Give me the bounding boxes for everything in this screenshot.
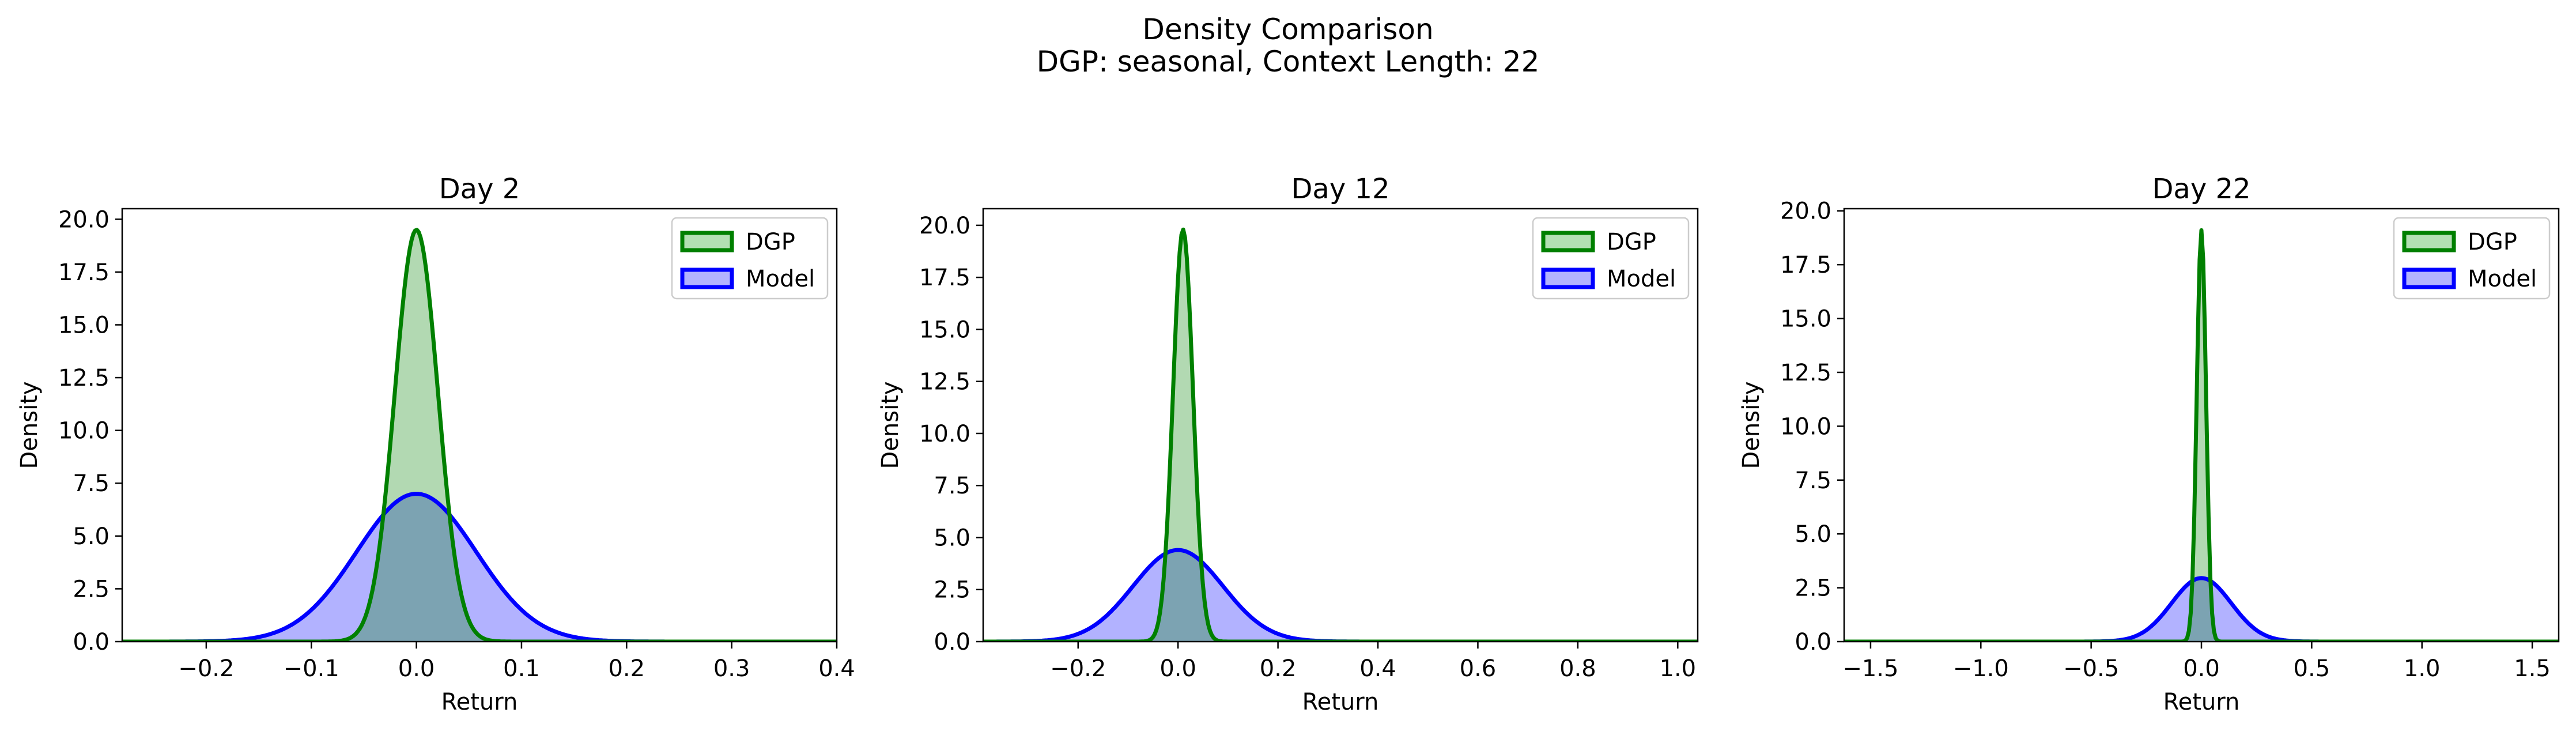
x-tick-label: 0.5 — [2294, 655, 2331, 682]
y-tick-label: 15.0 — [1780, 306, 1831, 333]
model-legend-label: Model — [2468, 266, 2537, 292]
y-tick-label: 17.5 — [919, 265, 970, 291]
model-legend-label: Model — [746, 266, 815, 292]
axes-frame — [982, 208, 1699, 643]
y-tick-label: 0.0 — [1795, 629, 1831, 655]
x-tick-label: 1.0 — [1660, 655, 1697, 682]
y-tick-label: 15.0 — [919, 316, 970, 343]
x-axis-label: Return — [441, 689, 518, 715]
y-tick-label: 10.0 — [919, 421, 970, 447]
x-tick-label: −1.0 — [1953, 655, 2009, 682]
x-tick-label: −1.5 — [1842, 655, 1898, 682]
y-tick-label: 5.0 — [73, 523, 109, 550]
subplot-title: Day 12 — [1291, 173, 1389, 205]
dgp-legend-label: DGP — [1607, 229, 1656, 255]
y-tick-label: 20.0 — [919, 213, 970, 239]
model-legend-label: Model — [1607, 266, 1676, 292]
model-legend-swatch — [680, 267, 734, 289]
dgp-legend-swatch — [2402, 231, 2456, 252]
y-tick-label: 12.5 — [1780, 360, 1831, 386]
x-tick-label: 0.2 — [1260, 655, 1297, 682]
model-legend-swatch — [1541, 267, 1595, 289]
y-axis-label: Density — [877, 381, 904, 469]
y-tick-label: 7.5 — [73, 470, 109, 497]
y-axis-label: Density — [1738, 381, 1765, 469]
dgp-legend-label: DGP — [2468, 229, 2517, 255]
x-tick-label: 0.0 — [2183, 655, 2220, 682]
x-axis-label: Return — [2163, 689, 2240, 715]
x-tick-label: −0.2 — [178, 655, 234, 682]
dgp-legend-swatch — [1541, 231, 1595, 252]
model-legend-swatch — [2402, 267, 2456, 289]
y-tick-label: 17.5 — [58, 259, 109, 286]
y-tick-label: 20.0 — [58, 206, 109, 233]
figure-subtitle: DGP: seasonal, Context Length: 22 — [1036, 45, 1540, 78]
x-tick-label: 0.1 — [503, 655, 540, 682]
x-tick-label: 0.4 — [818, 655, 855, 682]
y-axis-label: Density — [16, 381, 43, 469]
x-axis-label: Return — [1302, 689, 1379, 715]
legend: DGP Model — [1532, 217, 1690, 300]
model-density-fill — [1844, 578, 2559, 642]
subplot-1: −0.2 −0.1 0.0 0.1 0.2 0.3 0.4 0.0 2.5 5.0 7.5 10.0 1… — [16, 173, 855, 715]
axes-frame — [121, 208, 838, 643]
y-tick-label: 10.0 — [1780, 413, 1831, 440]
x-tick-label: 0.3 — [713, 655, 750, 682]
x-tick-label: 0.0 — [1159, 655, 1196, 682]
y-tick-label: 2.5 — [73, 576, 109, 602]
model-density-line — [983, 548, 1698, 642]
y-tick-label: 2.5 — [934, 577, 970, 604]
y-tick-label: 5.0 — [1795, 521, 1831, 548]
y-tick-label: 7.5 — [934, 473, 970, 499]
subplot-3: −1.5 −1.0 −0.5 0.0 0.5 1.0 1.5 0.0 2.5 5.0 7.5 10.0… — [1738, 173, 2560, 715]
model-density-fill — [983, 550, 1698, 642]
y-tick-label: 12.5 — [919, 369, 970, 395]
x-tick-label: 0.6 — [1460, 655, 1497, 682]
x-tick-label: 0.4 — [1359, 655, 1396, 682]
y-tick-label: 0.0 — [934, 629, 970, 655]
model-density-fill — [122, 493, 837, 642]
y-tick-label: 2.5 — [1795, 575, 1831, 602]
y-tick-label: 12.5 — [58, 365, 109, 391]
y-tick-label: 0.0 — [73, 629, 109, 655]
y-tick-label: 20.0 — [1780, 198, 1831, 225]
x-tick-label: 0.2 — [608, 655, 645, 682]
dgp-density-line — [122, 228, 837, 642]
subplot-2: −0.2 0.0 0.2 0.4 0.6 0.8 1.0 0.0 2.5 5.0 7.5 10.0 12… — [877, 173, 1699, 715]
y-tick-label: 17.5 — [1780, 252, 1831, 278]
y-tick-label: 10.0 — [58, 418, 109, 444]
x-tick-label: 1.0 — [2404, 655, 2441, 682]
y-tick-label: 7.5 — [1795, 468, 1831, 494]
dgp-density-line — [1844, 228, 2559, 642]
dgp-legend-label: DGP — [746, 229, 795, 255]
legend: DGP Model — [2393, 217, 2551, 300]
model-density-line — [122, 492, 837, 642]
legend: DGP Model — [671, 217, 829, 300]
subplot-title: Day 2 — [439, 173, 520, 205]
y-tick-label: 15.0 — [58, 312, 109, 338]
model-density-line — [1844, 576, 2559, 642]
plot-area — [122, 228, 837, 642]
x-tick-label: −0.1 — [284, 655, 339, 682]
x-tick-label: −0.2 — [1050, 655, 1106, 682]
x-tick-label: 0.0 — [398, 655, 435, 682]
x-tick-label: 0.8 — [1559, 655, 1596, 682]
dgp-legend-swatch — [680, 231, 734, 252]
figure-title: Density Comparison — [1142, 13, 1434, 46]
x-tick-label: −0.5 — [2063, 655, 2119, 682]
x-tick-label: 1.5 — [2514, 655, 2551, 682]
subplot-title: Day 22 — [2152, 173, 2250, 205]
plot-area — [1844, 228, 2559, 642]
y-tick-label: 5.0 — [934, 525, 970, 551]
dgp-density-fill — [1844, 230, 2559, 642]
